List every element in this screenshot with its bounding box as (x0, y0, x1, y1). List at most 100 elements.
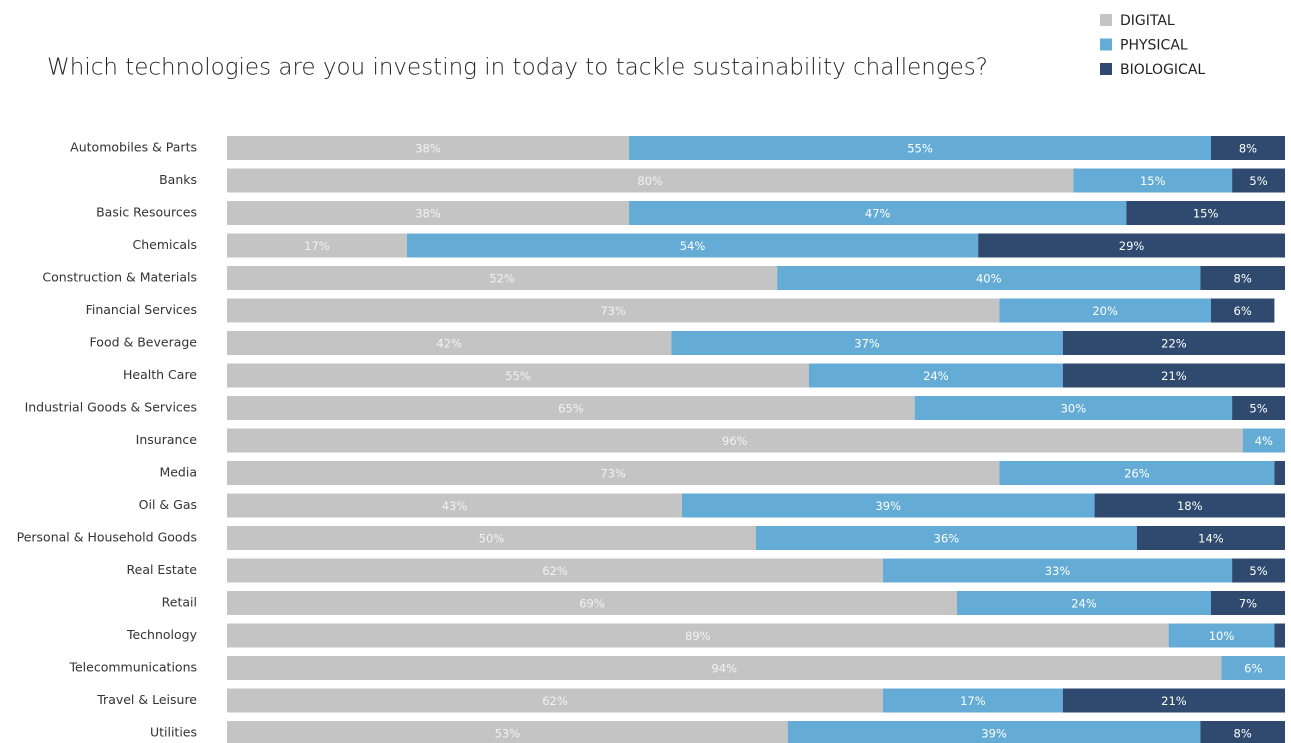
data-label: 53% (495, 727, 521, 741)
data-label: 24% (1071, 597, 1097, 611)
bar-segment (227, 461, 1000, 485)
bar-segment (227, 591, 958, 615)
bar-segment (227, 233, 407, 258)
bar-segment (1073, 168, 1233, 193)
bar-segment (1274, 623, 1285, 648)
y-tick-label: Financial Services (86, 302, 197, 317)
data-label: 6% (1234, 304, 1252, 318)
bar-segment (1126, 201, 1285, 225)
y-tick-label: Oil & Gas (139, 497, 197, 512)
bar-segment (629, 201, 1127, 225)
bar-segment (999, 461, 1275, 485)
bar-segment (1232, 558, 1285, 583)
data-label: 21% (1161, 694, 1187, 708)
y-tick-label: Technology (126, 627, 198, 642)
data-label: 47% (865, 207, 891, 221)
data-label: 17% (304, 239, 330, 253)
bar-segment (1062, 688, 1285, 713)
data-label: 15% (1193, 207, 1219, 221)
bar-segment (629, 136, 1211, 160)
data-label: 40% (976, 272, 1002, 286)
bar-segment (882, 688, 1063, 713)
y-tick-label: Automobiles & Parts (70, 140, 197, 155)
data-label: 10% (1209, 629, 1235, 643)
bar-segment (227, 558, 883, 583)
data-label: 8% (1239, 142, 1257, 156)
bar-segment (227, 168, 1074, 193)
bar-segment (1168, 623, 1275, 648)
data-label: 21% (1161, 369, 1187, 383)
data-label: 38% (415, 207, 441, 221)
y-tick-label: Media (159, 465, 197, 480)
data-label: 55% (505, 369, 531, 383)
data-label: 8% (1234, 272, 1252, 286)
y-tick-label: Travel & Leisure (96, 692, 197, 707)
y-tick-label: Basic Resources (96, 205, 197, 220)
bar-segment (1062, 363, 1285, 388)
y-tick-label: Industrial Goods & Services (25, 400, 197, 415)
legend-label: BIOLOGICAL (1120, 62, 1205, 78)
bar-segment (787, 721, 1201, 743)
bar-segment (227, 298, 1000, 323)
chart-title: Which technologies are you investing in … (47, 55, 988, 81)
bar-segment (756, 526, 1137, 550)
data-label: 17% (960, 694, 986, 708)
data-label: 8% (1234, 727, 1252, 741)
y-tick-label: Banks (159, 172, 197, 187)
bar-segment (1210, 136, 1285, 160)
bar-segment (227, 623, 1169, 648)
data-label: 5% (1249, 174, 1267, 188)
bar-segment (681, 493, 1095, 518)
bar-segment (777, 266, 1201, 290)
bar-segment (406, 233, 979, 258)
bar-segment (957, 591, 1211, 615)
legend-label: DIGITAL (1120, 13, 1175, 29)
data-label: 14% (1198, 532, 1224, 546)
data-label: 62% (542, 564, 568, 578)
legend-label: PHYSICAL (1120, 38, 1188, 54)
data-label: 15% (1140, 174, 1166, 188)
data-label: 24% (923, 369, 949, 383)
data-label: 89% (685, 629, 711, 643)
data-label: 50% (479, 532, 505, 546)
bar-segment (1242, 428, 1285, 453)
y-tick-label: Real Estate (127, 562, 198, 577)
data-label: 62% (542, 694, 568, 708)
y-tick-label: Health Care (123, 367, 197, 382)
bar-segment (1200, 721, 1285, 743)
bar-segment (1232, 168, 1285, 193)
bar-segment (808, 363, 1063, 388)
bar-segment (978, 233, 1285, 258)
bar-segment (227, 493, 682, 518)
data-label: 96% (722, 434, 748, 448)
data-label: 69% (579, 597, 605, 611)
y-tick-label: Retail (162, 595, 197, 610)
bar-segment (227, 136, 630, 160)
data-label: 30% (1061, 402, 1087, 416)
data-label: 94% (711, 662, 737, 676)
data-label: 38% (415, 142, 441, 156)
bar-segment (1221, 656, 1285, 680)
data-label: 20% (1092, 304, 1118, 318)
data-label: 73% (600, 304, 626, 318)
data-label: 65% (558, 402, 584, 416)
y-tick-label: Food & Beverage (90, 335, 198, 350)
data-label: 36% (934, 532, 960, 546)
bar-segment (1210, 298, 1275, 323)
bar-segment (227, 201, 630, 225)
data-label: 39% (981, 727, 1007, 741)
bar-segment (1136, 526, 1285, 550)
data-label: 6% (1244, 662, 1262, 676)
bar-segment (999, 298, 1211, 323)
data-label: 5% (1249, 564, 1267, 578)
data-label: 22% (1161, 337, 1187, 351)
data-label: 55% (907, 142, 933, 156)
data-label: 42% (436, 337, 462, 351)
bar-segment (227, 721, 788, 743)
bar-segment (227, 363, 809, 388)
legend-swatch (1100, 14, 1112, 26)
bar-segment (227, 428, 1243, 453)
data-label: 26% (1124, 467, 1150, 481)
bar-segment (1274, 461, 1285, 485)
